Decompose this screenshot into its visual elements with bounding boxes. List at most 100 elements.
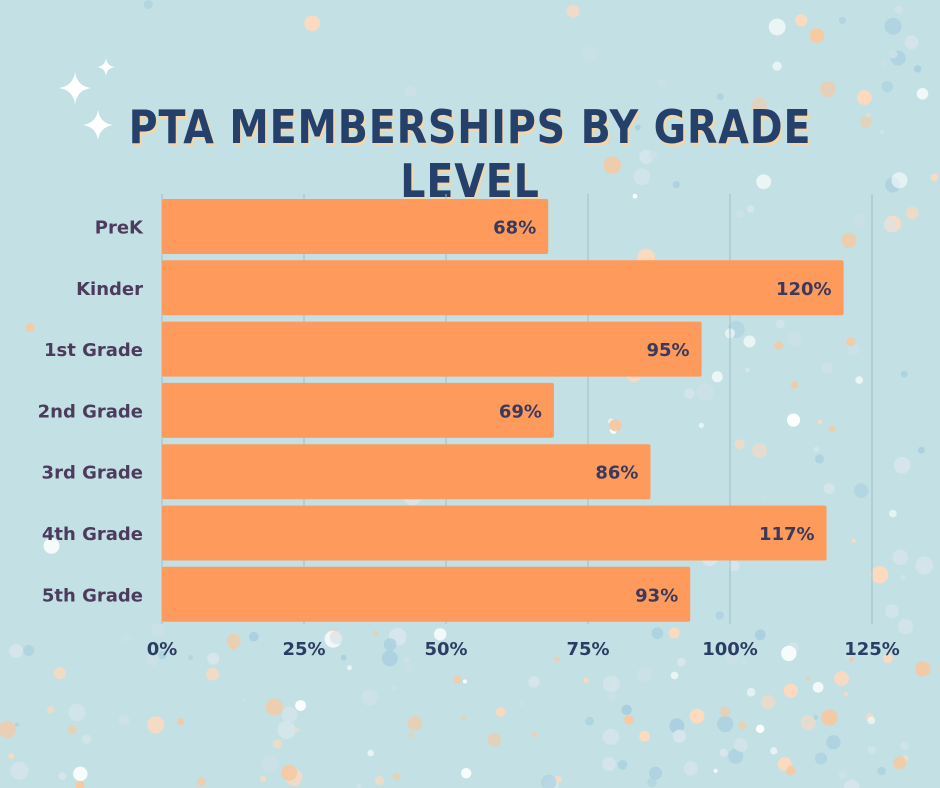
confetti-dot [884,604,899,619]
bar [162,382,554,438]
confetti-dot [346,665,353,671]
confetti-dot [151,623,165,637]
confetti-dot [607,692,616,701]
confetti-dot [834,671,849,687]
confetti-dot [649,150,658,160]
confetti-dot [391,685,398,691]
confetti-dot [772,61,782,71]
confetti-dot [930,173,939,182]
confetti-dot [838,770,847,779]
confetti-dot [746,205,755,213]
confetti-dot [601,136,610,145]
value-label: 120% [776,279,832,300]
confetti-dot [828,425,836,433]
confetti-dot [741,659,747,665]
confetti-dot [823,483,835,494]
confetti-dot [281,706,298,723]
confetti-dot [746,687,756,697]
value-label: 95% [647,340,690,361]
confetti-dot [636,667,652,683]
confetti-dot [821,709,838,726]
confetti-dot [866,113,871,118]
confetti-dot [649,766,663,780]
confetti-dot [392,772,401,781]
bar [162,199,549,254]
confetti-dot [230,644,236,650]
confetti-dot [672,181,680,189]
sparkle-icon [59,72,91,104]
confetti-dot [891,172,908,189]
confetti-dot [843,692,849,697]
confetti-dot [698,422,705,428]
confetti-dot [668,627,680,639]
confetti-dot [716,93,724,101]
confetti-dot [602,757,616,772]
confetti-dot [889,509,897,518]
confetti-dot [736,210,745,218]
confetti-dot [713,768,718,774]
confetti-dot [383,638,397,651]
category-labels: PreK Kinder 1st Grade 2nd Grade 3rd Grade 4th… [38,218,144,607]
confetti-dot [495,707,506,717]
confetti-dot [461,715,466,720]
confetti-dot [566,4,580,18]
confetti-dot [676,657,686,667]
confetti-dot [728,748,744,764]
confetti-dot [14,722,20,727]
confetti-dot [146,653,159,666]
confetti-dot [634,124,641,131]
value-label: 68% [493,218,536,239]
confetti-dot [647,777,657,788]
confetti-dot [340,654,347,661]
confetti-dot [786,413,801,427]
bar [162,321,702,377]
confetti-dot [602,675,620,693]
confetti-dot [272,739,283,749]
confetti-dot [870,566,889,584]
confetti-dot [295,727,300,732]
category-label: 4th Grade [42,524,143,545]
confetti-dot [381,650,398,667]
confetti-dot [632,193,638,199]
confetti-dot [900,741,909,750]
confetti-dot [724,641,737,653]
confetti-dot [790,381,799,389]
confetti-dot [881,81,893,93]
confetti-dot [67,725,78,735]
confetti-dot [295,700,306,711]
confetti-dot [821,362,833,374]
confetti-dot [900,370,908,378]
confetti-dot [841,232,857,249]
confetti-dot [880,60,888,67]
confetti-dot [800,715,816,731]
value-labels: 68% 120% 95% 69% 86% 117% 93% [493,218,831,607]
confetti-dot [487,733,501,747]
x-tick-label: 25% [282,639,325,660]
confetti-dot [372,630,379,637]
confetti-dot [407,715,423,731]
confetti-dot [695,383,714,402]
confetti-dot [43,538,60,554]
sparkle-icon [83,110,113,140]
confetti-dot [249,631,259,642]
x-axis-tick-labels: 0% 25% 50% 75% 100% 125% [147,639,900,660]
confetti-dot [847,343,860,356]
confetti-dot [826,735,841,750]
confetti-dot [602,728,620,745]
confetti-dot [812,681,824,693]
confetti-dot [751,443,767,459]
confetti-dot [241,697,247,703]
confetti-dot [857,90,872,105]
confetti-dot [541,774,557,788]
confetti-dot [405,664,413,672]
confetti-dot [745,367,750,373]
confetti-dot [158,650,167,660]
confetti-dot [913,65,922,73]
confetti-dot [880,130,884,135]
confetti-dot [25,322,35,333]
confetti-dot [734,439,745,450]
confetti-dot [889,50,898,59]
confetti-dot [617,760,628,770]
category-label: Kinder [76,279,143,300]
